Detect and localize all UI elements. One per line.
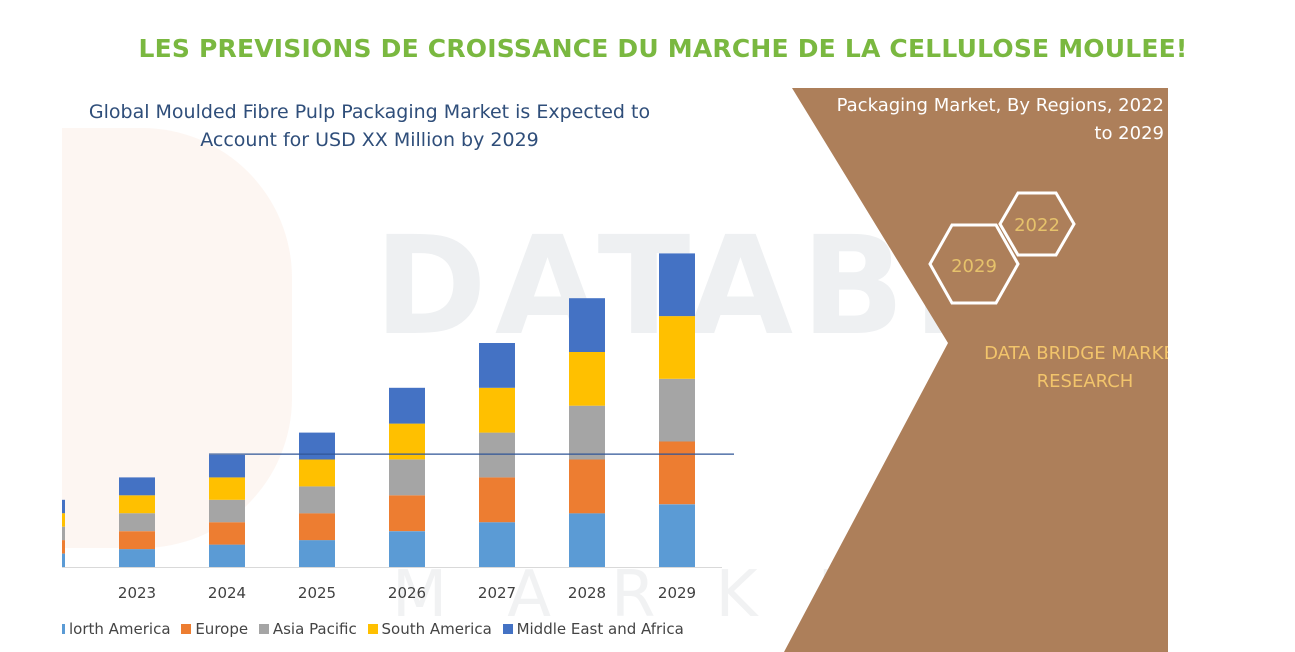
bar-segment-north-america-2026 (389, 531, 425, 567)
bar-segment-europe-2027 (479, 477, 515, 523)
chart-title-line-1: Global Moulded Fibre Pulp Packaging Mark… (88, 101, 651, 123)
bar-segment-north-america-2025 (299, 540, 335, 567)
bar-segment-south-america-2026 (389, 423, 425, 460)
bar-segment-south-america-2022 (62, 513, 65, 527)
hexagon-2029-icon (928, 223, 1020, 305)
bar-segment-europe-2023 (119, 531, 155, 550)
bar-segment-north-america-2029 (659, 504, 695, 567)
bar-segment-north-america-2023 (119, 549, 155, 567)
chart-title-line-2: Account for USD XX Million by 2029 (200, 129, 539, 151)
legend-label-asia-pacific: Asia Pacific (272, 620, 357, 638)
x-tick-label-2024: 2024 (208, 584, 246, 602)
panel-brand: DATA BRIDGE MARKET RESEARCH (960, 340, 1168, 396)
panel-brand-line-1: DATA BRIDGE MARKET (984, 343, 1168, 364)
legend-label-europe: Europe (195, 620, 249, 638)
legend-item-middle-east-africa: Middle East and Africa (502, 620, 684, 638)
panel-brand-line-2: RESEARCH (1036, 371, 1134, 392)
bar-segment-asia-pacific-2026 (389, 459, 425, 496)
bar-segment-asia-pacific-2027 (479, 432, 515, 478)
bar-segment-middle-east-and-africa-2023 (119, 477, 155, 496)
bar-segment-south-america-2023 (119, 495, 155, 514)
bar-segment-middle-east-and-africa-2026 (389, 387, 425, 424)
legend-item-north-america: lorth America (62, 620, 171, 638)
legend-swatch-asia-pacific (258, 624, 269, 634)
bar-segment-north-america-2028 (569, 513, 605, 567)
panel-title: Packaging Market, By Regions, 2022 to 20… (837, 92, 1164, 148)
x-tick-label-2028: 2028 (568, 584, 606, 602)
bar-segment-europe-2028 (569, 459, 605, 514)
hexagon-2022-icon (998, 191, 1076, 257)
x-tick-label-2026: 2026 (388, 584, 426, 602)
legend-swatch-europe (181, 624, 192, 634)
x-tick-label-2025: 2025 (298, 584, 336, 602)
panel-title-line-1: Packaging Market, By Regions, 2022 (836, 95, 1164, 116)
bar-segment-asia-pacific-2024 (209, 499, 245, 523)
bar-segment-europe-2025 (299, 513, 335, 541)
watermark-logo (62, 128, 292, 548)
stacked-bar-chart: 0222023202420252026202720282029 (62, 253, 734, 602)
bar-segment-asia-pacific-2028 (569, 405, 605, 460)
bar-segment-middle-east-and-africa-2027 (479, 343, 515, 388)
bar-segment-south-america-2027 (479, 387, 515, 433)
bar-segment-asia-pacific-2022 (62, 526, 65, 541)
bar-segment-asia-pacific-2029 (659, 378, 695, 442)
bar-segment-europe-2024 (209, 522, 245, 545)
bar-segment-north-america-2027 (479, 522, 515, 567)
legend-swatch-south-america (367, 624, 378, 634)
bar-segment-south-america-2024 (209, 477, 245, 500)
hexagon-2029-label: 2029 (951, 256, 997, 277)
bar-segment-asia-pacific-2025 (299, 486, 335, 514)
legend-item-asia-pacific: Asia Pacific (258, 620, 357, 638)
hexagon-2022-label: 2022 (1014, 215, 1060, 236)
chart-legend: lorth America Europe Asia Pacific South … (62, 620, 690, 638)
bar-segment-europe-2026 (389, 495, 425, 532)
hexagon-badges: 2029 2022 (928, 191, 1076, 305)
legend-item-south-america: South America (367, 620, 492, 638)
bar-segment-europe-2022 (62, 540, 65, 554)
bar-segment-south-america-2028 (569, 351, 605, 406)
bar-segment-north-america-2022 (62, 553, 65, 567)
bar-segment-north-america-2024 (209, 544, 245, 567)
bar-segment-middle-east-and-africa-2022 (62, 499, 65, 514)
bar-segment-europe-2029 (659, 441, 695, 505)
panel-title-line-2: to 2029 (1094, 123, 1164, 144)
bar-segment-south-america-2029 (659, 316, 695, 379)
bar-segment-south-america-2025 (299, 459, 335, 487)
x-tick-label-2023: 2023 (118, 584, 156, 602)
legend-swatch-north-america (62, 624, 65, 634)
x-tick-label-2029: 2029 (658, 584, 696, 602)
page-heading: LES PREVISIONS DE CROISSANCE DU MARCHE D… (138, 34, 1188, 63)
legend-label-middle-east-africa: Middle East and Africa (516, 620, 684, 638)
bar-segment-asia-pacific-2023 (119, 513, 155, 532)
legend-label-north-america: lorth America (69, 620, 171, 638)
chart-title: Global Moulded Fibre Pulp Packaging Mark… (62, 98, 677, 154)
bar-segment-middle-east-and-africa-2029 (659, 253, 695, 317)
bar-segment-middle-east-and-africa-2025 (299, 432, 335, 460)
legend-label-south-america: South America (381, 620, 492, 638)
x-tick-label-2027: 2027 (478, 584, 516, 602)
legend-item-europe: Europe (181, 620, 248, 638)
bar-segment-middle-east-and-africa-2024 (209, 455, 245, 478)
legend-swatch-middle-east-africa (502, 624, 513, 634)
bar-segment-middle-east-and-africa-2028 (569, 298, 605, 352)
